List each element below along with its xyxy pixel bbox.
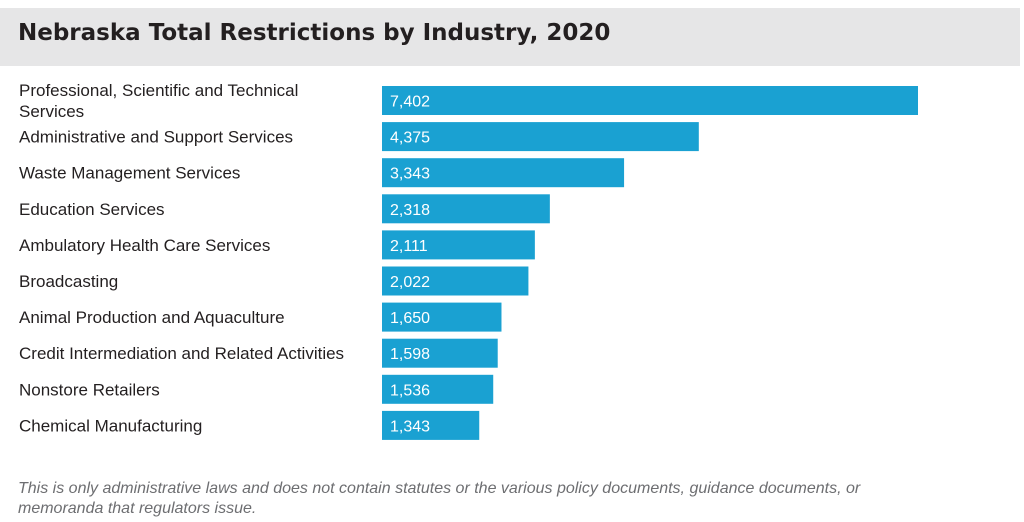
- chart-title: Nebraska Total Restrictions by Industry,…: [18, 20, 611, 46]
- category-label: Chemical Manufacturing: [19, 416, 202, 435]
- bar: [382, 410, 480, 440]
- bar-value-label: 2,318: [390, 202, 430, 219]
- category-label: Animal Production and Aquaculture: [19, 308, 285, 327]
- bar-value-label: 1,343: [390, 418, 430, 435]
- bar: [382, 194, 550, 224]
- category-label: Services: [19, 102, 84, 121]
- bar-value-label: 3,343: [390, 166, 430, 183]
- category-label: Waste Management Services: [19, 164, 240, 183]
- bar: [382, 86, 918, 115]
- category-label: Credit Intermediation and Related Activi…: [19, 344, 344, 363]
- bar: [382, 374, 494, 404]
- bar-value-label: 4,375: [390, 130, 430, 147]
- category-label: Broadcasting: [19, 272, 118, 291]
- category-label: Nonstore Retailers: [19, 380, 160, 399]
- bar: [382, 122, 699, 152]
- bar-value-label: 2,111: [390, 238, 428, 255]
- bar-value-label: 2,022: [390, 274, 430, 291]
- bar-value-label: 1,650: [390, 310, 430, 327]
- category-label: Ambulatory Health Care Services: [19, 236, 270, 255]
- bar: [382, 302, 502, 332]
- category-label: Administrative and Support Services: [19, 128, 293, 147]
- bar-value-label: 1,536: [390, 382, 430, 399]
- bar: [382, 266, 529, 296]
- category-label: Professional, Scientific and Technical: [19, 81, 298, 100]
- footnote: This is only administrative laws and doe…: [18, 480, 861, 517]
- bar-value-label: 7,402: [390, 94, 430, 111]
- bar-value-label: 1,598: [390, 346, 430, 363]
- bar: [382, 230, 535, 260]
- title-band: [0, 8, 1020, 66]
- category-label: Education Services: [19, 200, 165, 219]
- bar: [382, 338, 498, 368]
- bar: [382, 158, 625, 188]
